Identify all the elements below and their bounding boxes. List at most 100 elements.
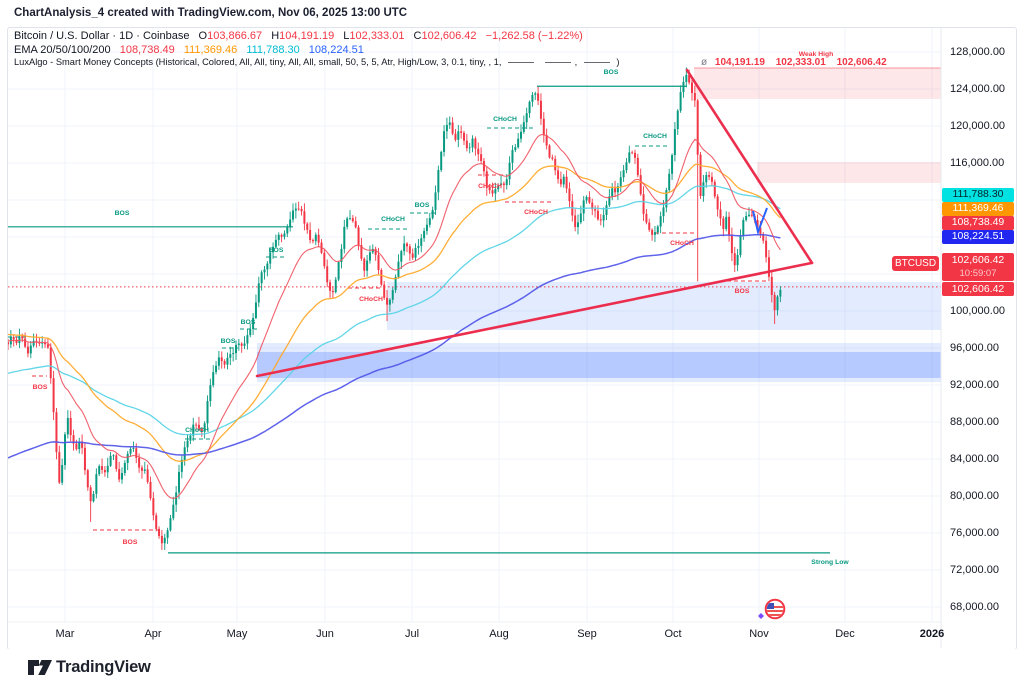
footer: TradingView	[0, 649, 1024, 694]
low-label: L	[343, 30, 350, 42]
smc-label-choch: CHoCH	[381, 216, 405, 223]
time-tick-sep: Sep	[577, 628, 597, 640]
time-tick-jul: Jul	[404, 628, 420, 640]
smc-label-choch: CHoCH	[359, 296, 383, 303]
ema-price-label: 108,738.49	[942, 216, 1014, 230]
luxalgo-title: LuxAlgo - Smart Money Concepts (Historic…	[14, 57, 502, 67]
price-tick: 80,000.00	[950, 489, 999, 502]
ticker-symbol-badge: BTCUSD	[892, 256, 939, 271]
average-icon: ø	[701, 57, 708, 68]
change-value: −1,262.58 (−1.22%)	[485, 30, 583, 42]
time-tick-nov: Nov	[749, 628, 769, 640]
ema-price-label: 108,224.51	[942, 230, 1014, 244]
smc-label-bos: BOS	[241, 319, 256, 326]
time-tick-aug: Aug	[489, 628, 509, 640]
smc-label-bos: BOS	[221, 338, 236, 345]
luxalgo-comma: ,	[574, 57, 578, 67]
price-tick: 76,000.00	[950, 526, 999, 539]
smc-label-choch: CHoCH	[185, 427, 209, 434]
ema-200-line[interactable]	[8, 234, 781, 459]
open-value: 103,866.67	[207, 30, 263, 42]
price-tick: 96,000.00	[950, 341, 999, 354]
high-label: H	[271, 30, 280, 42]
price-tick: 68,000.00	[950, 600, 999, 613]
smc-label-strong-low: Strong Low	[811, 559, 849, 566]
smc-label-weak-high: Weak High	[799, 51, 834, 58]
price-tick: 120,000.00	[950, 119, 1006, 132]
last-price-label: 102,606.42	[942, 281, 1014, 296]
price-tick: 88,000.00	[950, 415, 999, 428]
price-tick: 72,000.00	[950, 563, 999, 576]
countdown-price: 102,606.42	[951, 254, 1005, 266]
time-tick-may: May	[226, 628, 248, 640]
smc-close-value: 102,606.42	[836, 57, 887, 68]
smc-label-bos: BOS	[269, 247, 284, 254]
tradingview-wordmark[interactable]: TradingView	[56, 658, 151, 676]
time-tick-dec: Dec	[835, 628, 855, 640]
close-value: 102,606.42	[421, 30, 477, 42]
line-style-preview-icon	[583, 62, 610, 64]
ema20-value: 108,738.49	[119, 44, 175, 56]
tradingview-logo-icon[interactable]	[27, 659, 53, 681]
price-tick: 116,000.00	[950, 156, 1005, 169]
time-axis[interactable]: Mar Apr May Jun Jul Aug Sep Oct Nov Dec 2026	[0, 628, 1024, 648]
smc-label-choch: CHoCH	[524, 209, 548, 216]
smc-label-choch: CHoCH	[478, 183, 502, 190]
line-style-preview-icon	[508, 62, 535, 64]
smc-label-choch: CHoCH	[493, 116, 517, 123]
smc-label-bos: BOS	[123, 539, 138, 546]
ema-20-line[interactable]	[8, 134, 781, 499]
luxalgo-paren: )	[616, 57, 620, 67]
smc-label-choch: CHoCH	[670, 240, 694, 247]
time-tick-year: 2026	[919, 628, 945, 640]
symbol-title: Bitcoin / U.S. Dollar · 1D · Coinbase	[14, 30, 190, 42]
smc-low-value: 102,333.01	[775, 57, 826, 68]
ema-price-label: 111,788.30	[942, 188, 1014, 202]
time-tick-jun: Jun	[316, 628, 334, 640]
symbol-legend-row[interactable]: Bitcoin / U.S. Dollar · 1D · Coinbase O1…	[14, 30, 583, 42]
smc-average-values: ø 104,191.19 102,333.01 102,606.42	[701, 57, 895, 68]
supply-zone[interactable]	[757, 161, 941, 183]
chart-title-bar: ChartAnalysis_4 created with TradingView…	[14, 7, 408, 19]
smc-label-bos: BOS	[735, 288, 750, 295]
price-tick: 84,000.00	[950, 452, 999, 465]
demand-zone[interactable]	[257, 343, 941, 383]
ema-100-line[interactable]	[8, 185, 781, 436]
ema100-value: 111,788.30	[246, 44, 300, 56]
luxalgo-legend-row[interactable]: LuxAlgo - Smart Money Concepts (Historic…	[14, 57, 620, 67]
trendline[interactable]	[685, 68, 814, 265]
low-value: 102,333.01	[349, 30, 405, 42]
smc-label-bos: BOS	[115, 210, 130, 217]
price-axis[interactable]: 68,000.00 72,000.00 76,000.00 80,000.00 84,0…	[942, 28, 1024, 648]
time-tick-apr: Apr	[144, 628, 162, 640]
smc-high-value: 104,191.19	[714, 57, 765, 68]
last-price-countdown-label: 102,606.42 10:59:07	[942, 253, 1014, 281]
smc-label-choch: CHoCH	[643, 133, 667, 140]
line-style-preview-icon	[544, 62, 571, 64]
open-label: O	[198, 30, 208, 42]
smc-label-bos: BOS	[604, 69, 619, 76]
countdown-timer: 10:59:07	[959, 268, 997, 279]
supply-zone[interactable]	[694, 68, 941, 99]
ema200-value: 108,224.51	[308, 44, 364, 56]
trendline[interactable]	[255, 261, 814, 378]
ema50-value: 111,369.46	[183, 44, 238, 56]
smc-label-bos: BOS	[33, 384, 48, 391]
candlestick-series	[8, 67, 782, 550]
ema-50-line[interactable]	[8, 163, 781, 462]
blue-trend-mark[interactable]	[752, 207, 768, 236]
ema-title: EMA 20/50/100/200	[14, 44, 111, 56]
close-label: C	[413, 30, 422, 42]
ema-legend-row[interactable]: EMA 20/50/100/200 108,738.49 111,369.46 …	[14, 44, 364, 56]
smc-label-bos: BOS	[415, 202, 430, 209]
price-tick: 124,000.00	[950, 82, 1006, 95]
demand-zone[interactable]	[387, 281, 941, 330]
time-tick-oct: Oct	[664, 628, 682, 640]
high-value: 104,191.19	[279, 30, 335, 42]
economic-event-icon[interactable]	[758, 598, 786, 620]
price-tick: 92,000.00	[950, 378, 999, 391]
price-tick: 100,000.00	[950, 304, 1006, 317]
price-tick: 128,000.00	[950, 45, 1006, 58]
